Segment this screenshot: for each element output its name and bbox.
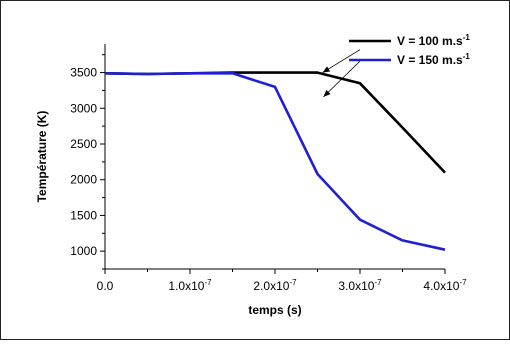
y-axis-title: Température (K) [35,111,49,203]
y-tick-label: 1500 [70,208,97,222]
annotation-arrow-line [323,60,361,98]
x-tick-label: 0.0 [97,279,114,293]
y-tick-label: 3000 [70,101,97,115]
series-layer [104,71,446,251]
x-axis-title: temps (s) [248,303,301,317]
annotation-arrow-line [322,49,361,73]
annotation-arrowhead [323,89,331,97]
y-tick-label: 2000 [70,173,97,187]
y-tick-label: 3500 [70,66,97,80]
ticks: 0.0 1.0x10-7 2.0x10-7 3.0x10-7 4.0x10-7 1000 1… [70,54,467,293]
legend-label-1: V = 100 m.s-1 [397,33,470,48]
annotation-arrowhead [322,66,331,73]
x-tick-label: 1.0x10-7 [168,278,212,293]
legend: V = 100 m.s-1 V = 150 m.s-1 [349,33,470,67]
legend-label-2: V = 150 m.s-1 [397,52,470,67]
series-line-2 [104,72,446,251]
x-tick-label: 4.0x10-7 [423,278,467,293]
annotation-layer [322,49,361,98]
y-tick-label: 2500 [70,137,97,151]
y-tick-label: 1000 [70,244,97,258]
x-tick-label: 2.0x10-7 [253,278,297,293]
x-tick-label: 3.0x10-7 [338,278,382,293]
